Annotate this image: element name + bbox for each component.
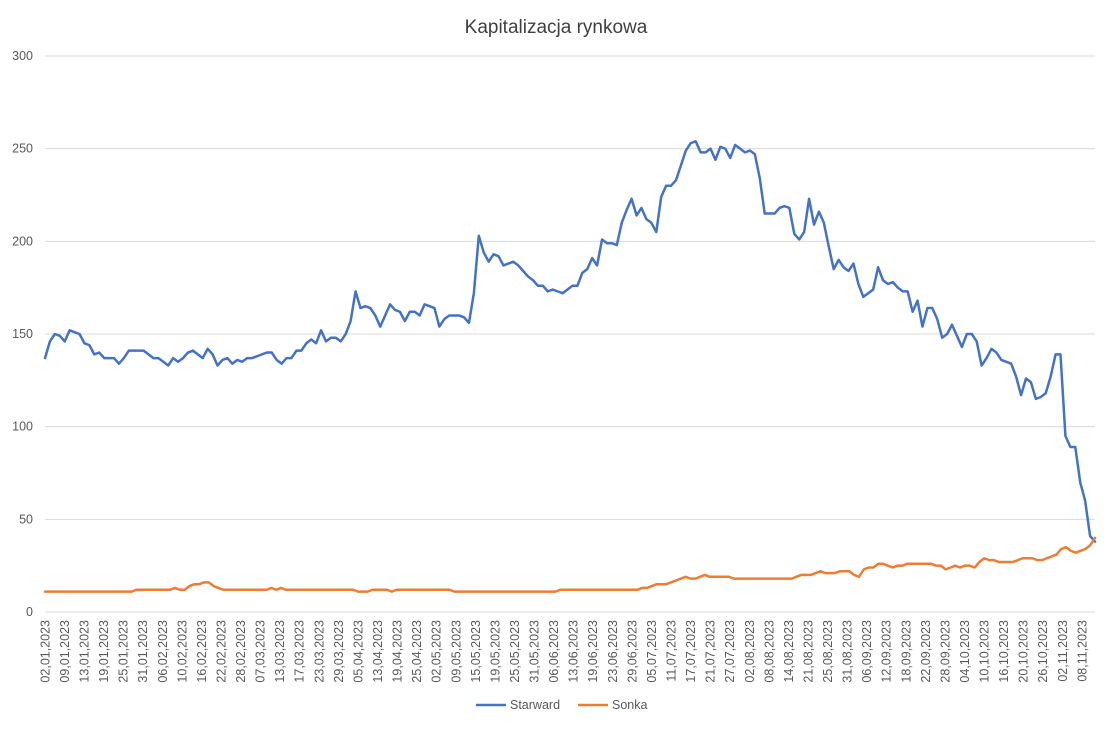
x-tick-label: 19,01,2023 — [97, 620, 111, 683]
x-tick-label: 25,08,2023 — [821, 620, 835, 683]
y-tick-label: 100 — [12, 420, 33, 434]
x-tick-label: 25,05,2023 — [508, 620, 522, 683]
x-tick-label: 31,05,2023 — [528, 620, 542, 683]
x-tick-label: 16,10,2023 — [997, 620, 1011, 683]
x-tick-label: 20,10,2023 — [1017, 620, 1031, 683]
x-tick-label: 15,05,2023 — [469, 620, 483, 683]
x-tick-label: 06,09,2023 — [860, 620, 874, 683]
series-line-starward — [43, 140, 1097, 543]
x-tick-label: 31,08,2023 — [841, 620, 855, 683]
legend-label-sonka: Sonka — [612, 698, 647, 712]
x-tick-label: 19,04,2023 — [391, 620, 405, 683]
x-tick-label: 13,04,2023 — [371, 620, 385, 683]
x-tick-label: 13,06,2023 — [567, 620, 581, 683]
x-tick-label: 10,02,2023 — [175, 620, 189, 683]
x-tick-label: 17,03,2023 — [293, 620, 307, 683]
x-tick-label: 22,02,2023 — [214, 620, 228, 683]
x-tick-label: 05,07,2023 — [645, 620, 659, 683]
x-tick-label: 19,05,2023 — [488, 620, 502, 683]
x-tick-label: 10,10,2023 — [978, 620, 992, 683]
x-tick-label: 18,09,2023 — [899, 620, 913, 683]
legend-label-starward: Starward — [510, 698, 560, 712]
y-tick-label: 150 — [12, 327, 33, 341]
x-tick-label: 13,01,2023 — [78, 620, 92, 683]
x-tick-label: 25,04,2023 — [410, 620, 424, 683]
x-tick-label: 11,07,2023 — [664, 620, 678, 682]
x-tick-label: 21,08,2023 — [801, 620, 815, 683]
x-tick-label: 08,11,2023 — [1075, 620, 1089, 682]
x-tick-label: 06,06,2023 — [547, 620, 561, 683]
x-tick-label: 02,11,2023 — [1056, 620, 1070, 682]
x-tick-label: 26,10,2023 — [1036, 620, 1050, 683]
x-tick-label: 07,03,2023 — [254, 620, 268, 683]
x-tick-label: 23,06,2023 — [606, 620, 620, 683]
x-tick-label: 02,05,2023 — [430, 620, 444, 683]
x-tick-label: 16,02,2023 — [195, 620, 209, 683]
y-tick-label: 200 — [12, 234, 33, 248]
y-tick-label: 250 — [12, 142, 33, 156]
x-tick-label: 25,01,2023 — [117, 620, 131, 683]
x-tick-label: 12,09,2023 — [880, 620, 894, 683]
x-tick-label: 09,05,2023 — [449, 620, 463, 683]
x-tick-label: 28,09,2023 — [938, 620, 952, 683]
chart-title: Kapitalizacja rynkowa — [465, 17, 648, 38]
x-tick-label: 04,10,2023 — [958, 620, 972, 683]
y-tick-label: 300 — [12, 49, 33, 63]
x-tick-label: 28,02,2023 — [234, 620, 248, 683]
x-tick-label: 19,06,2023 — [586, 620, 600, 683]
x-tick-label: 29,06,2023 — [625, 620, 639, 683]
series-line-sonka — [43, 536, 1097, 593]
x-tick-label: 13,03,2023 — [273, 620, 287, 683]
y-tick-label: 0 — [26, 605, 33, 619]
x-tick-label: 23,03,2023 — [312, 620, 326, 683]
x-tick-label: 21,07,2023 — [704, 620, 718, 683]
y-tick-label: 50 — [19, 512, 33, 526]
x-tick-label: 31,01,2023 — [136, 620, 150, 683]
x-tick-label: 05,04,2023 — [351, 620, 365, 683]
x-tick-label: 29,03,2023 — [332, 620, 346, 683]
x-tick-label: 14,08,2023 — [782, 620, 796, 683]
x-tick-label: 08,08,2023 — [762, 620, 776, 683]
x-tick-label: 22,09,2023 — [919, 620, 933, 683]
x-tick-label: 09,01,2023 — [58, 620, 72, 683]
x-tick-label: 02,01,2023 — [38, 620, 52, 683]
x-tick-label: 06,02,2023 — [156, 620, 170, 683]
x-tick-label: 27,07,2023 — [723, 620, 737, 683]
x-tick-label: 17,07,2023 — [684, 620, 698, 683]
x-tick-label: 02,08,2023 — [743, 620, 757, 683]
